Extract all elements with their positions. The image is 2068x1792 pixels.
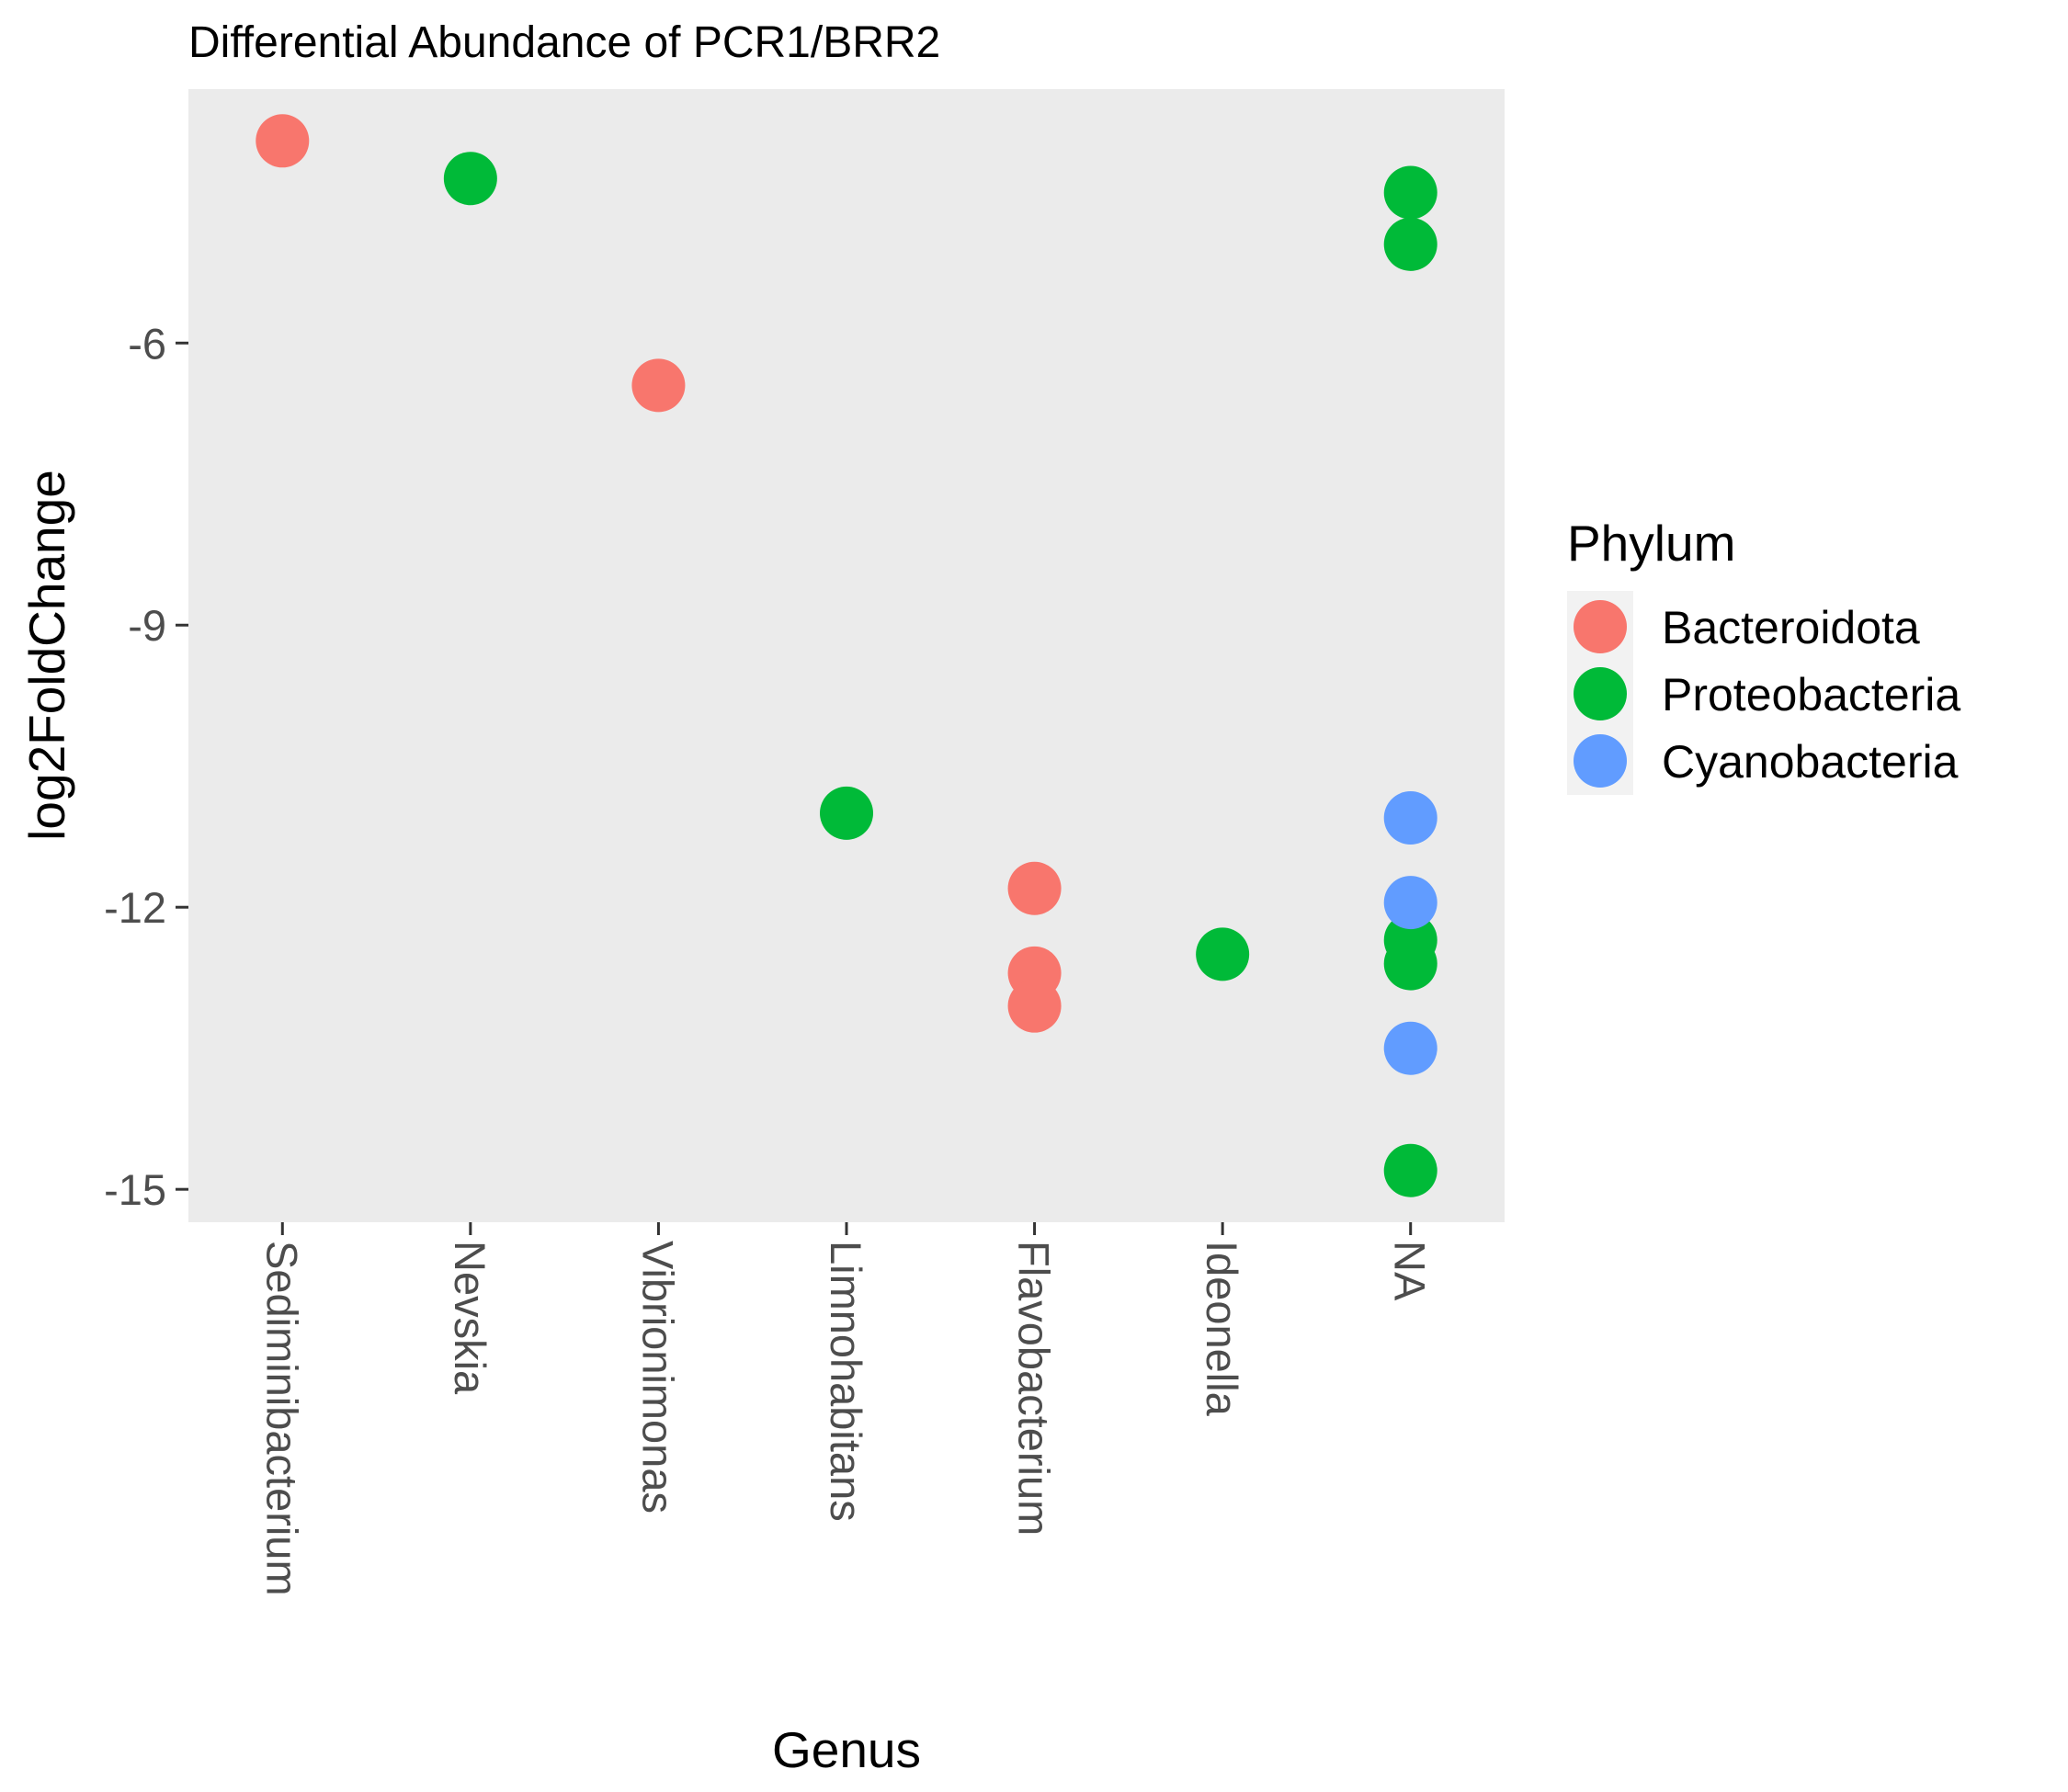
data-point	[1383, 791, 1437, 845]
x-tick-label: Nevskia	[446, 1241, 494, 1395]
x-tick-label: NA	[1386, 1241, 1435, 1301]
data-point	[1383, 165, 1437, 220]
legend-label: Cyanobacteria	[1662, 736, 1959, 788]
legend-title: Phylum	[1567, 515, 1735, 572]
y-tick-label: -12	[104, 883, 166, 932]
legend-label: Proteobacteria	[1662, 669, 1960, 720]
data-point	[1383, 217, 1437, 271]
data-point	[1007, 979, 1062, 1033]
plot-panel	[188, 89, 1505, 1222]
data-points	[256, 114, 1437, 1197]
x-tick-label: Sediminibacterium	[257, 1241, 306, 1596]
legend: Phylum Bacteroidota Proteobacteria Cyanoba…	[1567, 515, 1960, 795]
y-tick-label: -9	[128, 601, 166, 650]
data-point	[820, 786, 873, 840]
legend-key	[1574, 600, 1627, 653]
x-tick-label: Vibrionimonas	[633, 1241, 682, 1514]
data-point	[443, 152, 497, 206]
y-tick-label: -15	[104, 1165, 166, 1214]
y-axis-title: log2FoldChange	[18, 470, 75, 841]
x-tick-label: Flavobacterium	[1010, 1241, 1059, 1536]
x-tick-label: Ideonella	[1198, 1241, 1246, 1417]
data-point	[1196, 927, 1250, 981]
y-tick-label: -6	[128, 319, 166, 368]
legend-label: Bacteroidota	[1662, 602, 1920, 653]
data-point	[1383, 1143, 1437, 1197]
data-point	[1383, 876, 1437, 930]
x-axis-title: Genus	[772, 1721, 921, 1778]
y-axis: -6 -9 -12 -15	[104, 319, 188, 1214]
data-point	[1007, 861, 1062, 915]
data-point	[256, 114, 310, 168]
data-point	[1383, 1021, 1437, 1075]
legend-key	[1574, 734, 1627, 788]
chart-title: Differential Abundance of PCR1/BRR2	[188, 18, 940, 67]
x-tick-label: Limnohabitans	[822, 1241, 870, 1522]
data-point	[631, 358, 686, 413]
data-point	[1383, 936, 1437, 991]
x-axis: Sediminibacterium Nevskia Vibrionimonas Lim…	[257, 1222, 1435, 1596]
legend-key	[1574, 667, 1627, 720]
